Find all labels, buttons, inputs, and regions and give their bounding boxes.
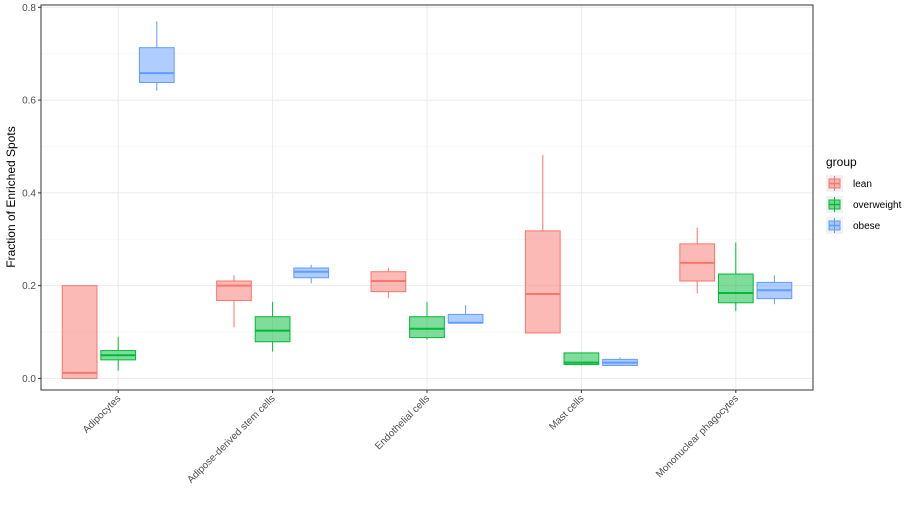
legend-label: obese (853, 221, 881, 232)
box-iqr (409, 316, 445, 339)
box-iqr (717, 273, 754, 304)
y-tick-label: 0.0 (22, 374, 36, 385)
box-obese (293, 264, 330, 284)
legend-item-overweight: overweight (826, 196, 902, 213)
x-tick-label: Adipocytes (81, 393, 123, 435)
box-lean (370, 268, 407, 299)
x-axis: Adipocytes Adipose-derived stem cells Endo… (81, 390, 741, 486)
box-iqr (563, 352, 600, 365)
box-iqr (254, 316, 291, 343)
box-obese (756, 275, 793, 305)
legend: group lean overweight obese (826, 155, 902, 234)
box-obese (447, 305, 484, 324)
x-tick-label: Mast cells (547, 393, 586, 432)
box-obese (602, 357, 638, 366)
box-obese (138, 21, 175, 91)
box-lean (524, 154, 561, 334)
y-tick-label: 0.4 (22, 188, 36, 199)
box-iqr (61, 285, 98, 379)
box-overweight (254, 301, 291, 352)
y-tick-label: 0.6 (22, 96, 36, 107)
box-iqr (216, 280, 252, 301)
box-iqr (293, 267, 330, 279)
x-tick-label: Endothelial cells (373, 393, 432, 452)
x-tick-label: Adipose-derived stem cells (185, 393, 277, 485)
y-tick-label: 0.2 (22, 281, 36, 292)
y-axis: 0.0 0.2 0.4 0.6 0.8 (22, 3, 41, 385)
x-tick-label: Mononuclear phagocytes (654, 393, 741, 480)
box-overweight (409, 301, 445, 340)
box-overweight (717, 242, 754, 312)
boxes-layer (61, 21, 793, 379)
box-iqr (138, 47, 175, 83)
legend-label: lean (853, 179, 872, 190)
legend-item-lean: lean (826, 175, 872, 192)
legend-item-obese: obese (826, 217, 881, 234)
legend-label: overweight (853, 200, 902, 211)
box-iqr (524, 230, 561, 334)
y-tick-label: 0.8 (22, 3, 36, 14)
box-lean (61, 285, 98, 379)
box-overweight (100, 336, 137, 371)
y-axis-title: Fraction of Enriched Spots (4, 126, 18, 267)
box-lean (679, 227, 716, 294)
legend-title: group (826, 155, 857, 169)
box-overweight (563, 352, 600, 366)
box-lean (216, 275, 252, 328)
box-iqr (447, 313, 484, 324)
